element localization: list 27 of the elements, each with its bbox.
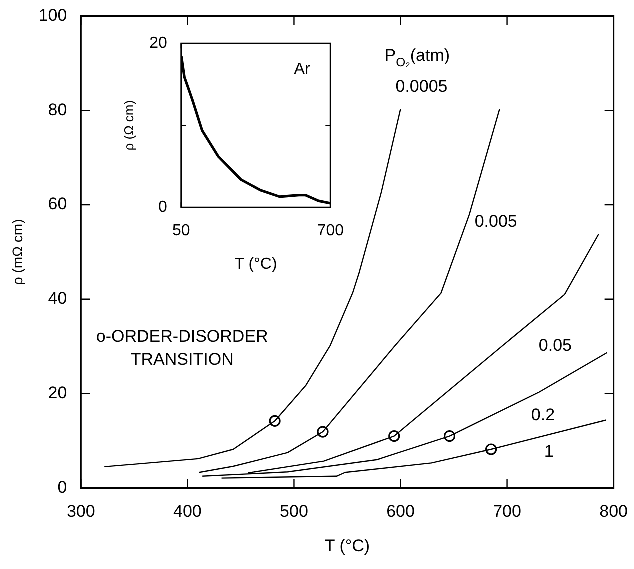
y-tick-label: 60 <box>48 194 68 214</box>
y-tick-label: 80 <box>48 100 68 120</box>
series-label: 0.2 <box>531 405 556 424</box>
y-tick-label: 0 <box>158 199 168 216</box>
y-tick-label: 20 <box>48 383 68 402</box>
x-tick-label: 400 <box>174 502 202 522</box>
y-tick-label: 100 <box>38 6 68 25</box>
y-tick-label: 20 <box>150 35 168 52</box>
annotation: o-ORDER-DISORDER TRANSITION <box>96 326 268 369</box>
annotation: Ar <box>294 61 311 78</box>
x-tick-label: 800 <box>600 502 628 522</box>
x-tick-label: 50 <box>172 222 190 240</box>
x-axis-title: T (°C) <box>324 536 370 556</box>
series-label: 0.0005 <box>396 76 448 96</box>
x-axis-title: T (°C) <box>234 256 278 273</box>
series-label: 0.05 <box>538 336 572 355</box>
y-axis-title: ρ (Ω cm) <box>121 100 136 151</box>
x-tick-label: 600 <box>386 502 415 522</box>
y-tick-label: 40 <box>48 289 68 308</box>
y-axis-title: ρ (mΩ cm) <box>9 219 26 286</box>
series-label: 0.005 <box>474 212 518 231</box>
x-tick-label: 700 <box>317 222 344 240</box>
y-tick-label: 0 <box>58 478 68 497</box>
x-tick-label: 500 <box>280 502 308 522</box>
x-tick-label: 300 <box>66 502 96 522</box>
series-label: 1 <box>544 442 554 461</box>
x-tick-label: 700 <box>493 502 522 522</box>
